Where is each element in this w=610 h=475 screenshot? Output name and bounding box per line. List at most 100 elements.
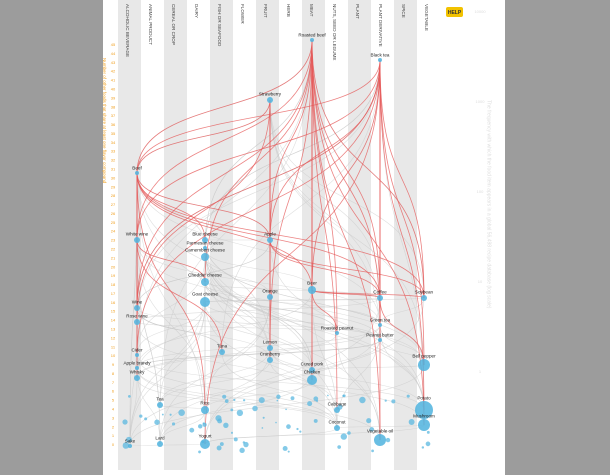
food-label[interactable]: Cranberry	[260, 352, 281, 357]
food-label[interactable]: Potato	[417, 396, 431, 401]
food-bubble[interactable]	[128, 444, 132, 448]
food-bubble[interactable]	[219, 349, 225, 355]
y2-tick-label: 1	[479, 369, 482, 374]
food-bubble[interactable]	[378, 58, 382, 62]
food-label[interactable]: Coconut	[328, 420, 346, 425]
background-edge	[204, 281, 425, 366]
food-bubble[interactable]	[308, 286, 316, 294]
food-label[interactable]: Cider	[132, 348, 143, 353]
food-label[interactable]: Tuna	[217, 344, 228, 349]
food-label[interactable]: Lard	[155, 436, 165, 441]
food-bubble[interactable]	[134, 237, 140, 243]
food-bubble[interactable]	[135, 171, 139, 175]
food-bubble[interactable]	[200, 297, 210, 307]
food-label[interactable]: White wine	[126, 232, 149, 237]
food-bubble[interactable]	[201, 253, 209, 261]
flavor-edge	[311, 39, 381, 326]
y-tick-label: 17	[111, 291, 116, 296]
food-bubble[interactable]	[267, 345, 273, 351]
food-label[interactable]: Sake	[125, 439, 136, 444]
food-label[interactable]: Orange	[262, 289, 278, 294]
food-label[interactable]: Beer	[307, 281, 317, 286]
food-bubble[interactable]	[418, 419, 430, 431]
food-bubble[interactable]	[378, 323, 382, 327]
background-edge	[129, 281, 206, 447]
food-bubble[interactable]	[267, 237, 273, 243]
food-bubble[interactable]	[267, 97, 273, 103]
food-bubble[interactable]	[334, 407, 340, 413]
food-bubble[interactable]	[374, 434, 386, 446]
food-bubble[interactable]	[203, 246, 207, 250]
food-label[interactable]: Bell pepper	[412, 354, 436, 359]
food-bubble[interactable]	[135, 366, 139, 370]
food-bubble[interactable]	[267, 357, 273, 363]
food-bubble[interactable]	[200, 439, 210, 449]
food-bubble[interactable]	[334, 425, 340, 431]
food-bubble[interactable]	[378, 338, 382, 342]
food-bubble[interactable]	[135, 353, 139, 357]
food-label[interactable]: Soybean	[415, 290, 434, 295]
food-bubble[interactable]	[267, 294, 273, 300]
food-label[interactable]: Rice	[200, 401, 210, 406]
food-label[interactable]: Green tea	[370, 318, 391, 323]
food-label[interactable]: Yogurt	[198, 434, 212, 439]
background-edge	[136, 239, 425, 366]
food-label[interactable]: Mushroom	[413, 414, 435, 419]
food-label[interactable]: Cabbage	[328, 402, 347, 407]
help-label[interactable]: HELP	[448, 10, 462, 16]
food-bubble[interactable]	[157, 441, 163, 447]
flavor-edge	[136, 99, 271, 323]
background-edge	[136, 239, 381, 326]
food-label[interactable]: Strawberry	[259, 92, 282, 97]
background-edge	[159, 369, 313, 445]
column-stripe	[118, 0, 141, 470]
food-label[interactable]: Vegetable oil	[367, 429, 393, 434]
food-label[interactable]: Camembert cheese	[185, 248, 226, 253]
food-bubble[interactable]	[134, 375, 140, 381]
minor-food-bubble	[219, 442, 224, 446]
food-label[interactable]: Parmesan cheese	[186, 241, 223, 246]
food-bubble[interactable]	[421, 295, 427, 301]
food-bubble[interactable]	[307, 375, 317, 385]
food-label[interactable]: Cured pork	[301, 362, 324, 367]
help-button[interactable]	[446, 7, 463, 17]
food-label[interactable]: Beef	[132, 166, 142, 171]
food-label[interactable]: Coffee	[373, 290, 387, 295]
food-label[interactable]: Tea	[156, 397, 164, 402]
food-bubble[interactable]	[418, 359, 430, 371]
food-label[interactable]: Chicken	[304, 370, 321, 375]
food-bubble[interactable]	[157, 402, 163, 408]
food-bubble[interactable]	[201, 406, 209, 414]
background-edge	[159, 39, 313, 406]
background-edge	[136, 354, 338, 429]
food-label[interactable]: Black tea	[371, 53, 390, 58]
food-label[interactable]: Wine	[132, 300, 143, 305]
food-bubble[interactable]	[335, 331, 339, 335]
food-bubble[interactable]	[201, 278, 209, 286]
food-label[interactable]: Lemon	[263, 340, 277, 345]
food-bubble[interactable]	[134, 305, 140, 311]
food-label[interactable]: Apple	[264, 232, 276, 237]
y-tick-label: 36	[111, 122, 116, 127]
food-label[interactable]: Rose wine	[126, 314, 148, 319]
background-edge	[136, 367, 381, 441]
flavor-edge	[311, 39, 381, 441]
food-label[interactable]: Roasted peanut	[321, 326, 354, 331]
food-label[interactable]: Roasted beef	[298, 33, 326, 38]
food-bubble[interactable]	[415, 401, 433, 419]
food-bubble[interactable]	[310, 38, 314, 42]
background-edge	[204, 239, 425, 411]
food-label[interactable]: Whisky	[130, 370, 146, 375]
food-label[interactable]: Goat cheese	[192, 292, 218, 297]
flavor-edge	[311, 39, 338, 334]
food-label[interactable]: Peanut butter	[366, 333, 394, 338]
y2-axis-label: The frequency with which the food item a…	[486, 100, 492, 309]
food-bubble[interactable]	[134, 319, 140, 325]
food-label[interactable]: Cheddar cheese	[188, 273, 222, 278]
background-edge	[136, 321, 338, 334]
food-label[interactable]: Apple brandy	[123, 361, 151, 366]
food-bubble[interactable]	[202, 237, 208, 243]
food-bubble[interactable]	[377, 295, 383, 301]
food-label[interactable]: Blue cheese	[192, 232, 218, 237]
food-bubble[interactable]	[309, 367, 315, 373]
